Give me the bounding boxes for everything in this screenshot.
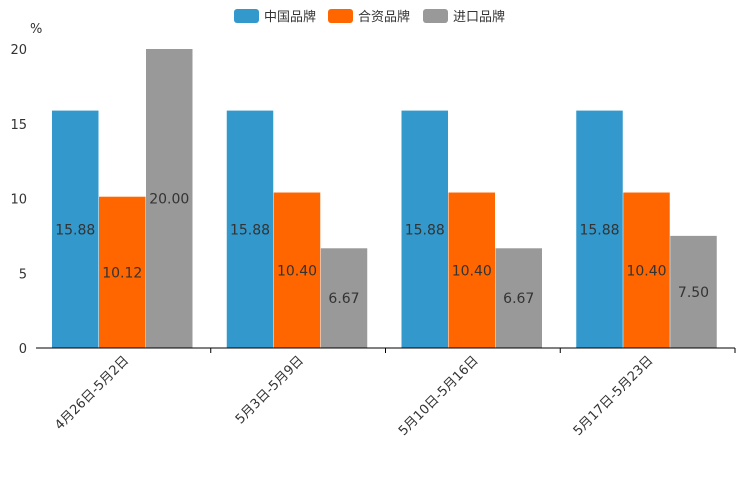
bar: [273, 192, 321, 348]
bar: [576, 110, 623, 349]
bar: [320, 248, 368, 348]
y-tick-label: 0: [19, 342, 27, 357]
data-label: 10.40: [452, 263, 492, 279]
y-tick-label: 10: [10, 193, 27, 208]
bars: [52, 49, 717, 349]
data-label: 10.40: [626, 263, 666, 279]
x-tick-label: 5月17日-5月23日: [571, 353, 657, 439]
legend: 中国品牌 合资品牌 进口品牌: [234, 9, 505, 25]
legend-swatch: [234, 9, 259, 23]
y-tick-label: 5: [19, 267, 27, 282]
x-tick-label: 4月26日-5月2日: [52, 353, 132, 433]
bar: [52, 110, 99, 349]
bar: [401, 110, 448, 349]
x-tick-label: 5月3日-5月9日: [233, 353, 307, 427]
legend-swatch: [423, 9, 448, 23]
data-label: 7.50: [678, 285, 709, 301]
bar: [99, 196, 146, 348]
y-axis-ticks: 0 5 10 15 20: [10, 43, 27, 357]
data-label: 15.88: [405, 222, 445, 238]
legend-swatch: [328, 9, 353, 23]
bar: [495, 248, 542, 348]
bar: [670, 235, 717, 348]
y-tick-label: 15: [10, 118, 27, 133]
data-label: 15.88: [230, 222, 270, 238]
data-label: 10.40: [277, 263, 317, 279]
x-tick-label: 5月10日-5月16日: [396, 353, 482, 439]
legend-label: 合资品牌: [358, 9, 410, 25]
data-label: 15.88: [579, 222, 619, 238]
bar: [623, 192, 670, 348]
data-label: 15.88: [55, 222, 95, 238]
bar: [146, 49, 193, 348]
data-label: 20.00: [149, 192, 189, 208]
data-labels: 15.88 10.12 20.00 15.88 10.40 6.67 15.88 10.40 6…: [55, 192, 709, 308]
y-axis-unit-label: %: [30, 22, 42, 37]
bar: [448, 192, 495, 348]
legend-label: 中国品牌: [264, 9, 316, 25]
x-axis-ticks: 4月26日-5月2日 5月3日-5月9日 5月10日-5月16日 5月17日-5月23…: [52, 348, 736, 439]
legend-label: 进口品牌: [453, 9, 505, 25]
y-tick-label: 20: [10, 43, 27, 58]
data-label: 10.12: [102, 265, 142, 281]
bar: [226, 110, 274, 349]
data-label: 6.67: [328, 291, 359, 307]
data-label: 6.67: [503, 291, 534, 307]
